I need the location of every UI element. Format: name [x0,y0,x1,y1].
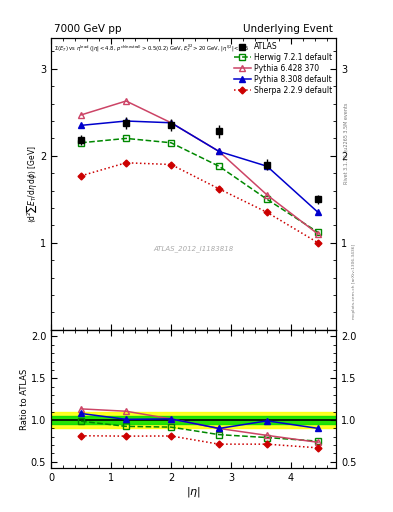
Text: 7000 GeV pp: 7000 GeV pp [54,24,121,34]
Legend: ATLAS, Herwig 7.2.1 default, Pythia 6.428 370, Pythia 8.308 default, Sherpa 2.2.: ATLAS, Herwig 7.2.1 default, Pythia 6.42… [233,40,334,96]
Text: $\Sigma(E_T)$ vs $\eta^{\rm lead}$ ($|\eta|<4.8$, $p^{\rm ch(neutral)}>0.5(0.2)$: $\Sigma(E_T)$ vs $\eta^{\rm lead}$ ($|\e… [54,43,249,54]
Text: Rivet 3.1.10, \u2265 3.5M events: Rivet 3.1.10, \u2265 3.5M events [344,103,349,184]
Y-axis label: Ratio to ATLAS: Ratio to ATLAS [20,369,29,430]
Bar [51,416,336,424]
X-axis label: $|\eta|$: $|\eta|$ [186,485,201,499]
Text: ATLAS_2012_I1183818: ATLAS_2012_I1183818 [153,245,234,251]
Y-axis label: $\langle \mathrm{d}^2\!\sum E_T / \mathrm{d}\eta\,\mathrm{d}\phi \rangle$ [GeV]: $\langle \mathrm{d}^2\!\sum E_T / \mathr… [24,145,39,223]
Text: Underlying Event: Underlying Event [243,24,333,34]
Text: mcplots.cern.ch [arXiv:1306.3436]: mcplots.cern.ch [arXiv:1306.3436] [352,244,356,319]
Bar [51,412,336,429]
